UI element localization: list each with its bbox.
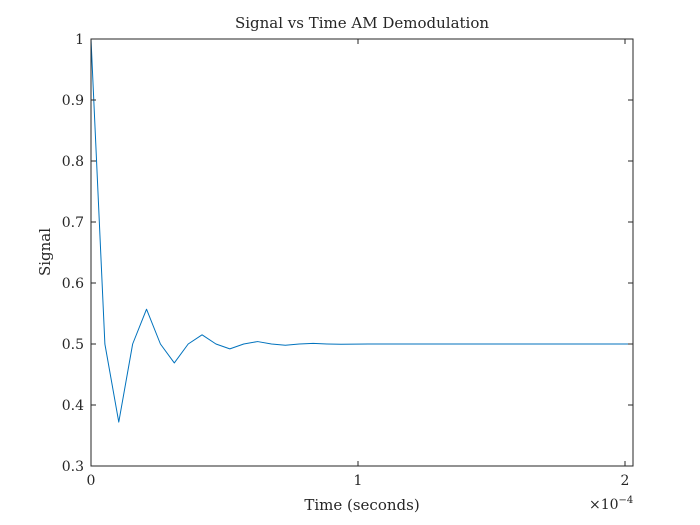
y-tick-label: 0.6 (62, 276, 84, 292)
y-tick-label: 0.4 (62, 398, 84, 414)
y-tick-label: 0.5 (62, 337, 84, 353)
y-tick-label: 0.7 (62, 215, 84, 231)
plot-area (91, 39, 633, 466)
x-tick-label: 1 (354, 473, 363, 489)
y-tick-label: 0.9 (62, 93, 84, 109)
axes-box (90, 38, 634, 467)
series-line (90, 38, 633, 423)
y-tick-label: 1 (75, 32, 84, 48)
y-tick-label: 0.3 (62, 459, 84, 475)
x-exponent-label: ×10−4 (589, 495, 633, 513)
chart-title: Signal vs Time AM Demodulation (235, 14, 489, 32)
x-tick-label: 0 (87, 473, 96, 489)
y-axis-label: Signal (36, 228, 54, 276)
y-tick-label: 0.8 (62, 154, 84, 170)
x-axis-label: Time (seconds) (304, 496, 419, 514)
x-tick-label: 2 (621, 473, 630, 489)
